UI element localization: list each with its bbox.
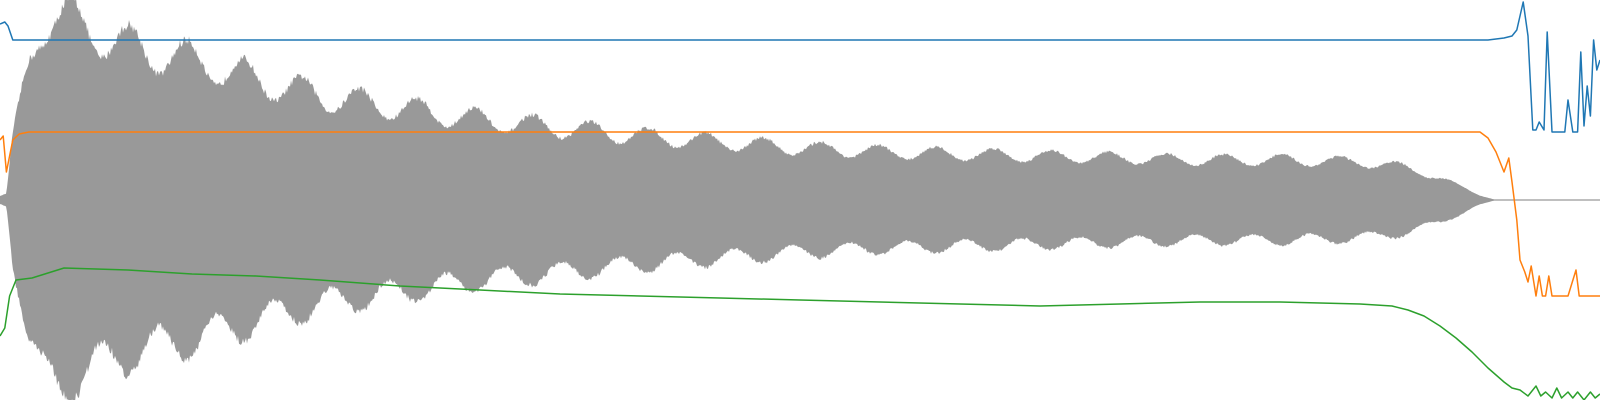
series-line-green (0, 267, 1600, 400)
series-line-orange (0, 131, 1600, 297)
series-line-blue (0, 1, 1600, 133)
